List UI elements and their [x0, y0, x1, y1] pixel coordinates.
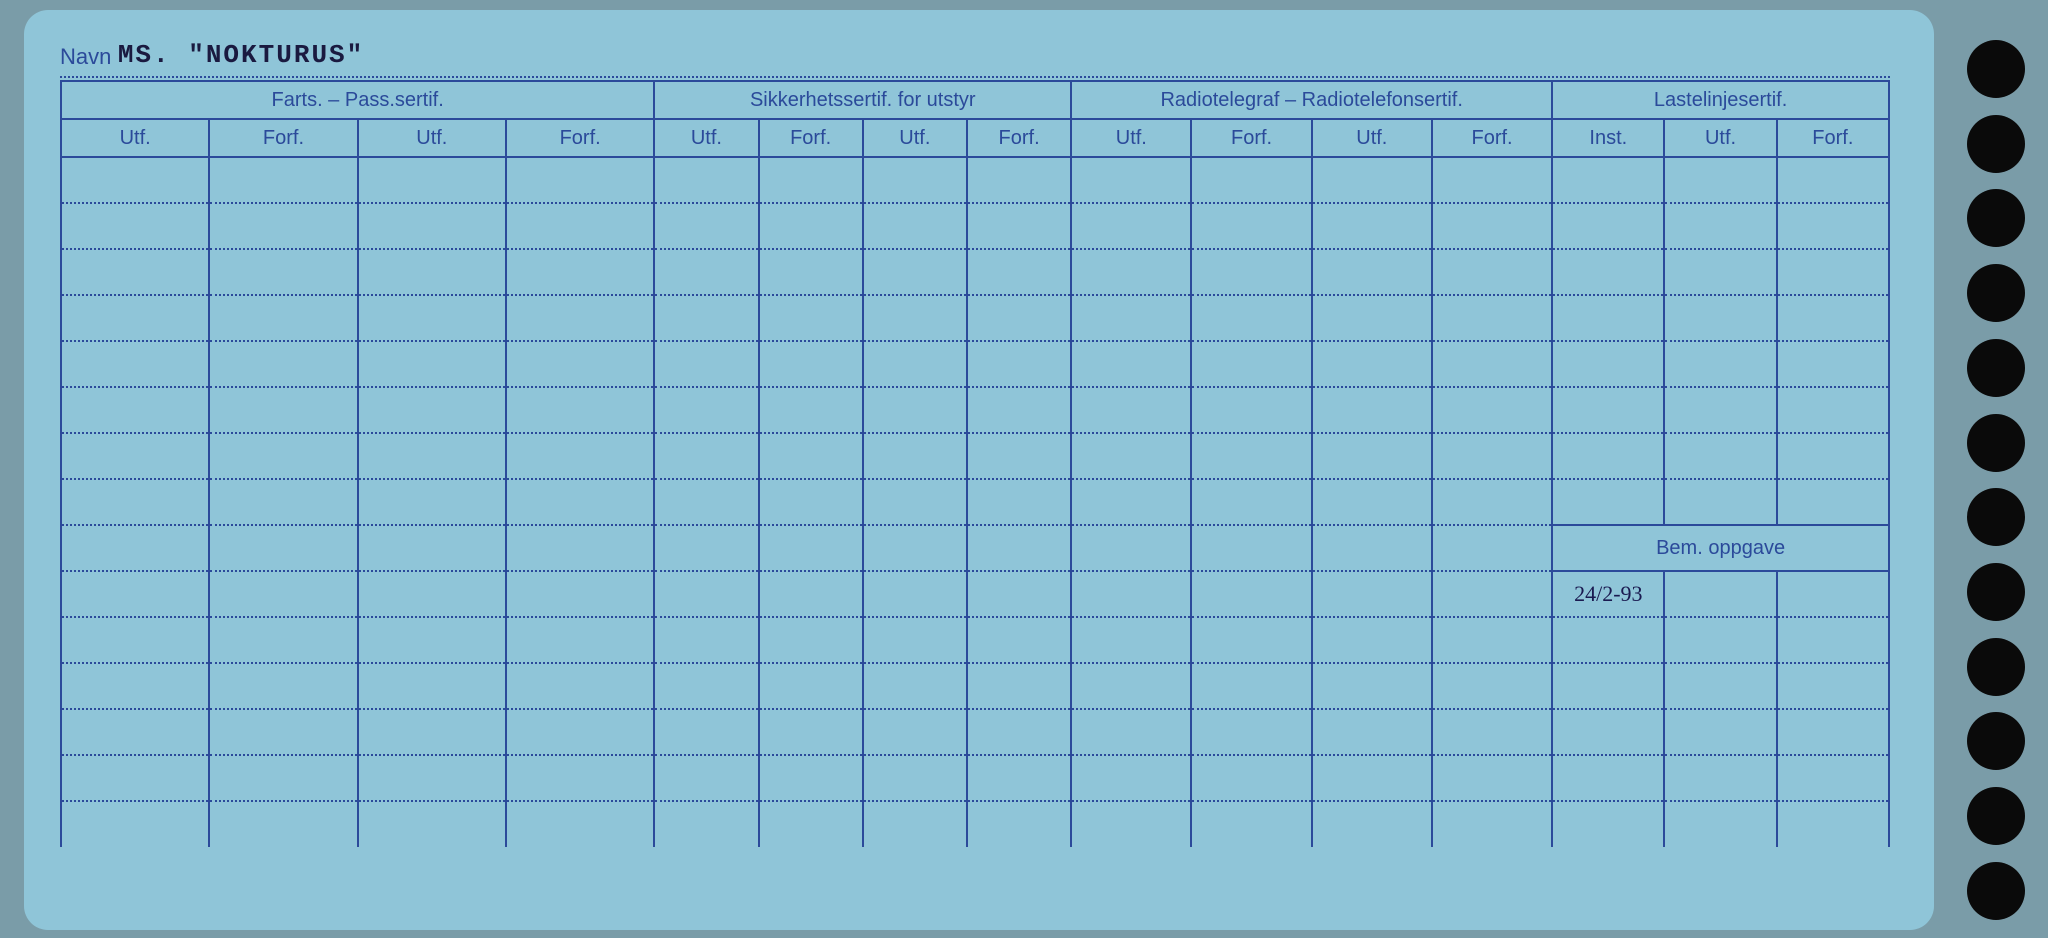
punch-hole: [1967, 563, 2025, 621]
col-header: Inst.: [1552, 119, 1664, 157]
punch-hole: [1967, 638, 2025, 696]
group-header-farts: Farts. – Pass.sertif.: [61, 81, 654, 119]
punch-hole: [1967, 189, 2025, 247]
table-row: [61, 479, 1889, 525]
table-row: [61, 157, 1889, 203]
table-row: [61, 801, 1889, 847]
punch-hole: [1967, 115, 2025, 173]
punch-hole: [1967, 787, 2025, 845]
navn-row: Navn MS. "NOKTURUS": [60, 40, 1890, 78]
col-header: Forf.: [1777, 119, 1889, 157]
certificate-table-wrap: Farts. – Pass.sertif. Sikkerhetssertif. …: [60, 80, 1890, 900]
col-header: Forf.: [967, 119, 1071, 157]
table-row: [61, 203, 1889, 249]
col-header: Forf.: [1191, 119, 1311, 157]
punch-hole: [1967, 339, 2025, 397]
col-header: Utf.: [358, 119, 506, 157]
col-header: Forf.: [759, 119, 863, 157]
col-header: Utf.: [1071, 119, 1191, 157]
navn-value: MS. "NOKTURUS": [118, 40, 364, 70]
table-row: [61, 249, 1889, 295]
bem-oppgave-entry: 24/2-93: [1552, 571, 1664, 617]
group-header-row: Farts. – Pass.sertif. Sikkerhetssertif. …: [61, 81, 1889, 119]
col-header: Forf.: [1432, 119, 1552, 157]
group-header-sikkerhet: Sikkerhetssertif. for utstyr: [654, 81, 1071, 119]
table-row: [61, 709, 1889, 755]
table-row: [61, 295, 1889, 341]
table-row: 24/2-93: [61, 571, 1889, 617]
table-row: [61, 387, 1889, 433]
punch-hole: [1967, 488, 2025, 546]
col-header: Utf.: [1312, 119, 1432, 157]
table-row: [61, 617, 1889, 663]
table-row: [61, 663, 1889, 709]
col-header: Utf.: [1664, 119, 1776, 157]
punch-hole: [1967, 862, 2025, 920]
bem-oppgave-date: 24/2-93: [1574, 581, 1642, 606]
bem-header-row: Bem. oppgave: [61, 525, 1889, 571]
table-row: [61, 755, 1889, 801]
col-header: Utf.: [654, 119, 758, 157]
punch-hole: [1967, 712, 2025, 770]
col-header: Utf.: [863, 119, 967, 157]
punch-holes: [1956, 40, 2036, 920]
navn-label: Navn: [60, 44, 111, 70]
bem-oppgave-header: Bem. oppgave: [1552, 525, 1889, 571]
table-row: [61, 341, 1889, 387]
table-body: Bem. oppgave 24/2-93: [61, 157, 1889, 847]
punch-hole: [1967, 414, 2025, 472]
col-header: Utf.: [61, 119, 209, 157]
col-header: Forf.: [209, 119, 357, 157]
col-header: Forf.: [506, 119, 654, 157]
table-head: Farts. – Pass.sertif. Sikkerhetssertif. …: [61, 81, 1889, 157]
table-row: [61, 433, 1889, 479]
punch-hole: [1967, 264, 2025, 322]
group-header-radio: Radiotelegraf – Radiotelefonsertif.: [1071, 81, 1552, 119]
certificate-table: Farts. – Pass.sertif. Sikkerhetssertif. …: [60, 80, 1890, 847]
group-header-lastelinje: Lastelinjesertif.: [1552, 81, 1889, 119]
punch-hole: [1967, 40, 2025, 98]
sub-header-row: Utf. Forf. Utf. Forf. Utf. Forf. Utf. Fo…: [61, 119, 1889, 157]
index-card: Navn MS. "NOKTURUS" Farts. – Pass.sertif…: [24, 10, 1934, 930]
